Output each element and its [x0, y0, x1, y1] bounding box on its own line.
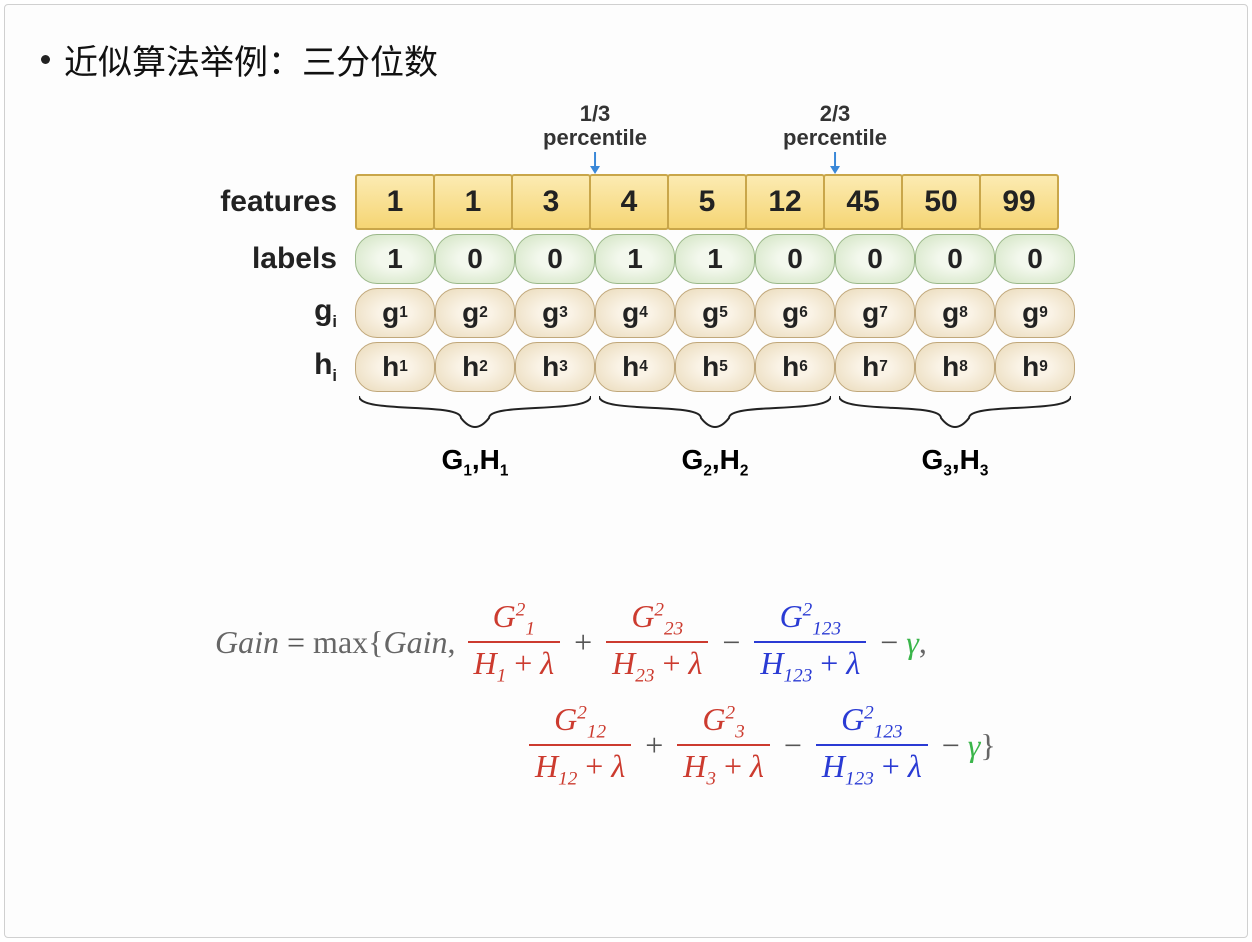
h-row-label: hi: [155, 348, 355, 386]
features-row: features 1134512455099: [155, 174, 1135, 230]
h-cell: h6: [755, 342, 835, 392]
label-cell: 0: [755, 234, 835, 284]
tertile-diagram: 1/3percentile2/3percentile features 1134…: [155, 174, 1135, 476]
percentile-marker: 1/3percentile: [543, 102, 647, 174]
h-cell: h3: [515, 342, 595, 392]
fraction: G212H12 + λ: [529, 699, 631, 792]
h-cell: h2: [435, 342, 515, 392]
labels-row: labels 100110000: [155, 234, 1135, 284]
gain-lhs: Gain: [215, 624, 279, 661]
label-cell: 1: [355, 234, 435, 284]
equals-sign: =: [287, 624, 305, 661]
slide-card: 近似算法举例：三分位数 1/3percentile2/3percentile f…: [4, 4, 1248, 938]
comma-2: ,: [919, 624, 927, 661]
gamma: γ: [968, 727, 981, 764]
h-row: hi h1h2h3h4h5h6h7h8h9: [155, 342, 1135, 392]
label-cell: 0: [915, 234, 995, 284]
g-cells: g1g2g3g4g5g6g7g8g9: [355, 288, 1075, 338]
g-cell: g5: [675, 288, 755, 338]
arrow-down-icon: [587, 152, 603, 174]
gain-formula: Gain = max { Gain , G21H1 + λ+G223H23 + …: [215, 596, 1217, 792]
g-row-label: gi: [155, 294, 355, 332]
feature-cell: 4: [589, 174, 669, 230]
h-cell: h4: [595, 342, 675, 392]
group-brace-icon: [359, 396, 591, 442]
feature-cell: 99: [979, 174, 1059, 230]
features-row-label: features: [155, 185, 355, 219]
feature-cell: 5: [667, 174, 747, 230]
g-cell: g6: [755, 288, 835, 338]
g-cell: g3: [515, 288, 595, 338]
feature-cell: 45: [823, 174, 903, 230]
h-cell: h5: [675, 342, 755, 392]
g-cell: g9: [995, 288, 1075, 338]
label-cell: 0: [515, 234, 595, 284]
gamma: γ: [906, 624, 919, 661]
group-brace-icon: [599, 396, 831, 442]
fraction: G21H1 + λ: [468, 596, 561, 689]
fraction: G223H23 + λ: [606, 596, 708, 689]
group-label: G2,H2: [682, 444, 749, 481]
h-cell: h7: [835, 342, 915, 392]
feature-cell: 50: [901, 174, 981, 230]
bullet-icon: [41, 55, 50, 64]
g-cell: g1: [355, 288, 435, 338]
h-cell: h8: [915, 342, 995, 392]
percentile-marker: 2/3percentile: [783, 102, 887, 174]
left-brace: {: [368, 624, 383, 661]
fraction: G2123H123 + λ: [816, 699, 928, 792]
g-cell: g2: [435, 288, 515, 338]
label-cell: 0: [995, 234, 1075, 284]
group-braces: G1,H1G2,H2G3,H3: [355, 396, 1075, 476]
gain-inner: Gain: [384, 624, 448, 661]
formula-line-2-terms: G212H12 + λ+G23H3 + λ−G2123H123 + λ−γ: [523, 699, 980, 792]
bullet-title-row: 近似算法举例：三分位数: [35, 35, 1217, 84]
features-cells: 1134512455099: [355, 174, 1057, 230]
formula-line-1: Gain = max { Gain , G21H1 + λ+G223H23 + …: [215, 596, 1217, 689]
label-cell: 0: [435, 234, 515, 284]
g-row: gi g1g2g3g4g5g6g7g8g9: [155, 288, 1135, 338]
fraction: G2123H123 + λ: [754, 596, 866, 689]
slide-title: 近似算法举例：三分位数: [64, 35, 438, 84]
max-operator: max: [313, 624, 368, 661]
feature-cell: 1: [433, 174, 513, 230]
feature-cell: 12: [745, 174, 825, 230]
h-cell: h9: [995, 342, 1075, 392]
feature-cell: 1: [355, 174, 435, 230]
fraction: G23H3 + λ: [677, 699, 770, 792]
labels-cells: 100110000: [355, 234, 1075, 284]
formula-line-1-terms: G21H1 + λ+G223H23 + λ−G2123H123 + λ−γ: [462, 596, 919, 689]
right-brace: }: [980, 727, 995, 764]
comma-1: ,: [448, 624, 456, 661]
label-cell: 1: [595, 234, 675, 284]
g-cell: g7: [835, 288, 915, 338]
label-cell: 0: [835, 234, 915, 284]
labels-row-label: labels: [155, 242, 355, 276]
group-label: G3,H3: [922, 444, 989, 481]
h-cell: h1: [355, 342, 435, 392]
group-label: G1,H1: [442, 444, 509, 481]
g-cell: g4: [595, 288, 675, 338]
formula-line-2: G212H12 + λ+G23H3 + λ−G2123H123 + λ−γ }: [523, 699, 1217, 792]
feature-cell: 3: [511, 174, 591, 230]
arrow-down-icon: [827, 152, 843, 174]
group-brace-icon: [839, 396, 1071, 442]
label-cell: 1: [675, 234, 755, 284]
g-cell: g8: [915, 288, 995, 338]
h-cells: h1h2h3h4h5h6h7h8h9: [355, 342, 1075, 392]
